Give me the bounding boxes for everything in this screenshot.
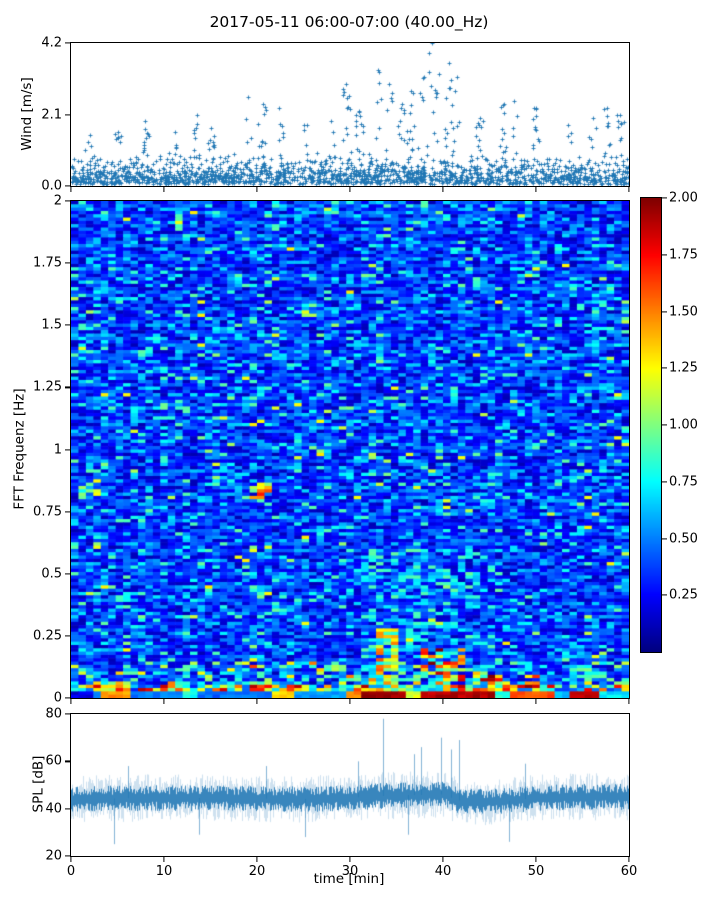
- colorbar-gradient-canvas: [641, 198, 661, 652]
- tick-label: 0.5: [41, 566, 62, 582]
- spl-plot: 80 60 40 20 0 10 20 30 40 50 60: [45, 707, 637, 880]
- tick-label: 0: [53, 690, 62, 706]
- tick-mark: [65, 185, 70, 187]
- tick-mark: [65, 713, 70, 715]
- tick-mark: [163, 187, 165, 192]
- tick-mark: [65, 808, 70, 810]
- tick-mark: [442, 857, 444, 862]
- wind-scatter-canvas: [71, 43, 629, 186]
- tick-mark: [349, 857, 351, 862]
- tick-mark: [65, 760, 70, 762]
- tick-mark: [70, 857, 72, 862]
- tick-mark: [65, 697, 70, 699]
- spl-ylabel: SPL [dB]: [30, 755, 47, 813]
- tick-mark: [662, 254, 667, 256]
- tick-label: 1.25: [33, 379, 62, 395]
- tick-mark: [65, 448, 70, 451]
- wind-ylabel-box: Wind [m/s]: [12, 42, 42, 185]
- tick-label: 0.50: [669, 531, 698, 546]
- tick-mark: [662, 537, 667, 540]
- tick-mark: [349, 699, 351, 704]
- tick-label: 1.5: [41, 317, 62, 333]
- tick-label: 1: [53, 442, 62, 457]
- tick-mark: [65, 42, 70, 44]
- figure-title: 2017-05-11 06:00-07:00 (40.00_Hz): [209, 13, 489, 31]
- tick-label: 1.75: [669, 247, 698, 263]
- tick-mark: [662, 310, 667, 313]
- tick-mark: [65, 635, 70, 637]
- tick-label: 1.25: [669, 360, 698, 376]
- tick-label: 2.1: [41, 107, 62, 122]
- tick-label: 2.00: [669, 190, 698, 206]
- tick-mark: [70, 699, 72, 704]
- tick-mark: [70, 187, 72, 192]
- tick-label: 0.75: [33, 504, 62, 520]
- tick-mark: [442, 187, 444, 192]
- tick-label: 4.2: [41, 35, 62, 51]
- tick-label: 0.25: [669, 587, 698, 603]
- tick-mark: [256, 187, 258, 192]
- time-xlabel: time [min]: [313, 871, 385, 887]
- tick-mark: [65, 573, 70, 575]
- tick-mark: [628, 699, 630, 704]
- tick-mark: [65, 386, 70, 388]
- colorbar: 2.00 1.75 1.50 1.25 1.00 0.75 0.50 0.25: [640, 191, 698, 653]
- tick-label: 1.75: [33, 255, 62, 271]
- tick-mark: [65, 200, 70, 202]
- wind-ylabel: Wind [m/s]: [19, 76, 35, 151]
- tick-mark: [535, 857, 537, 862]
- tick-label: 0.75: [669, 474, 698, 490]
- tick-mark: [628, 857, 630, 862]
- tick-label: 0.0: [41, 178, 62, 194]
- tick-mark: [349, 187, 351, 192]
- tick-mark: [628, 187, 630, 192]
- tick-mark: [256, 857, 258, 862]
- tick-mark: [662, 424, 667, 426]
- tick-mark: [662, 594, 667, 596]
- tick-mark: [535, 699, 537, 704]
- spl-ylabel-box: SPL [dB]: [23, 713, 53, 855]
- tick-mark: [65, 262, 70, 264]
- spectrogram-heatmap-canvas: [71, 201, 629, 698]
- tick-label: 1.50: [669, 304, 698, 319]
- tick-label: 0.25: [33, 628, 62, 644]
- tick-mark: [662, 367, 667, 369]
- tick-mark: [65, 113, 70, 116]
- tick-mark: [163, 699, 165, 704]
- tick-mark: [662, 481, 667, 483]
- spl-line-canvas: [71, 714, 629, 856]
- tick-mark: [662, 197, 667, 199]
- spectrogram-plot: 2 1.75 1.5 1.25 1 0.75 0.5 0.25 0: [33, 194, 630, 706]
- tick-mark: [65, 855, 70, 857]
- tick-mark: [65, 511, 70, 513]
- wind-plot: 4.2 2.1 0.0: [41, 36, 630, 194]
- tick-label: 1.00: [669, 417, 698, 433]
- tick-mark: [256, 699, 258, 704]
- tick-label: 2: [53, 193, 62, 209]
- tick-mark: [65, 324, 70, 326]
- heatmap-ylabel: FFT Frequenz [Hz]: [12, 387, 28, 510]
- tick-mark: [535, 187, 537, 192]
- tick-mark: [163, 857, 165, 862]
- heatmap-ylabel-box: FFT Frequenz [Hz]: [5, 200, 35, 697]
- tick-mark: [442, 699, 444, 704]
